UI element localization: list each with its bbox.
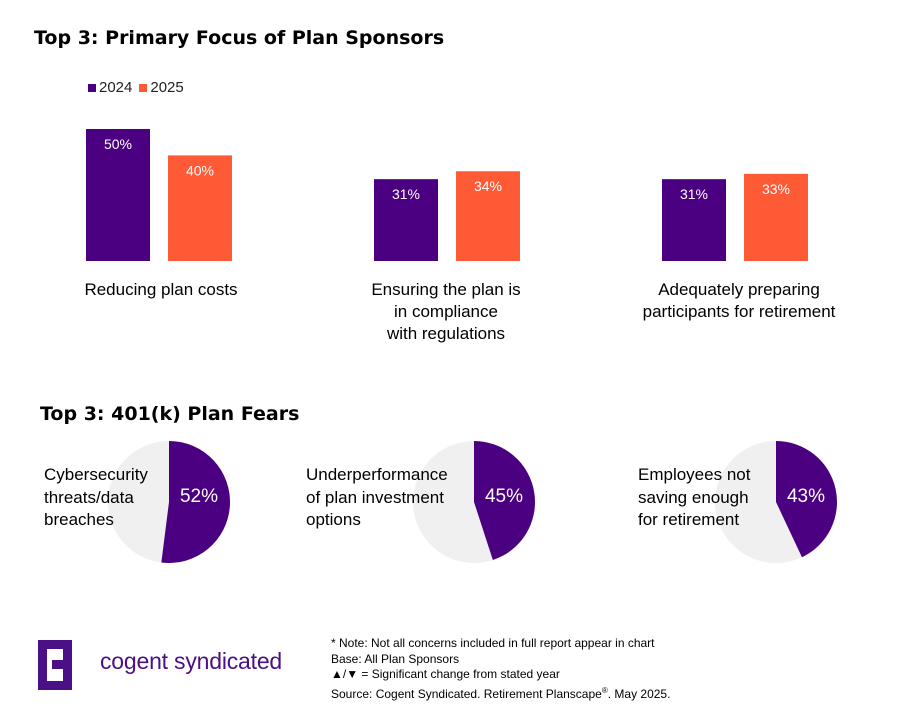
legend-label-2024: 2024 xyxy=(99,79,133,96)
category-label-2: Ensuring the plan is in compliance with re… xyxy=(306,279,586,345)
chart-legend: 2024 2025 xyxy=(88,79,191,96)
pie-value-slice xyxy=(474,441,535,561)
bar-value-label: 33% xyxy=(762,181,790,197)
bar-value-label: 34% xyxy=(474,178,502,194)
note-line-3: ▲/▼ = Significant change from stated yea… xyxy=(331,667,560,681)
note-registered-mark: ® xyxy=(601,685,608,695)
bar-2025-cat3 xyxy=(744,173,808,261)
pie-value-label: 52% xyxy=(180,486,218,507)
plan-fears-title: Top 3: 401(k) Plan Fears xyxy=(40,403,300,425)
bar-chart: 50% 31% 31% 40% 34% 33% xyxy=(86,129,808,261)
footnotes: * Note: Not all concerns included in ful… xyxy=(331,636,670,702)
note-source: Source: Cogent Syndicated. Retirement Pl… xyxy=(331,686,602,701)
fear-label-line: for retirement xyxy=(638,510,740,529)
fear-label-line: Employees not xyxy=(638,465,751,484)
bar-2024-cat2 xyxy=(374,179,438,261)
cogent-logo-icon xyxy=(38,640,72,690)
pie-value-label: 45% xyxy=(485,486,523,507)
fear-label-line: of plan investment xyxy=(306,487,444,507)
pie-chart-1: 52% xyxy=(108,441,231,563)
bar-value-label: 40% xyxy=(186,162,214,178)
fear-label-line: threats/data xyxy=(44,487,134,507)
bar-2024-cat3 xyxy=(662,179,726,261)
logo-text: cogent syndicated xyxy=(100,648,283,674)
fear-label-3: Employees not saving enough for retirement xyxy=(638,464,750,532)
fear-label-line: saving enough xyxy=(638,487,749,507)
category-label-1: Reducing plan costs xyxy=(21,279,301,301)
category-label-3: Adequately preparing participants for ret… xyxy=(599,279,879,323)
bar-value-label: 31% xyxy=(392,186,420,202)
category-label-line: Ensuring the plan is xyxy=(371,280,521,299)
legend-item-2025: 2025 xyxy=(139,79,184,96)
category-label-line: participants for retirement xyxy=(642,302,836,321)
legend-swatch-2025 xyxy=(139,83,148,92)
primary-focus-title: Top 3: Primary Focus of Plan Sponsors xyxy=(34,27,445,49)
fear-label-line: breaches xyxy=(44,510,114,529)
note-date: . May 2025. xyxy=(607,686,671,701)
category-label-line: Reducing plan costs xyxy=(84,280,238,299)
pie-chart-2: 45% xyxy=(413,441,535,563)
note-line-1: * Note: Not all concerns included in ful… xyxy=(331,636,655,650)
fear-label-line: options xyxy=(306,510,361,529)
category-label-line: Adequately preparing xyxy=(658,280,820,299)
pie-value-slice xyxy=(161,441,231,563)
pie-value-slice xyxy=(776,441,837,558)
fear-label-2: Underperformance of plan investment option… xyxy=(306,464,448,532)
bar-value-label: 31% xyxy=(680,186,708,202)
bar-2025-cat1 xyxy=(168,155,232,261)
legend-swatch-2024 xyxy=(88,83,96,92)
legend-item-2024: 2024 xyxy=(88,79,132,96)
fear-label-line: Cybersecurity xyxy=(44,465,148,484)
bar-2025-cat2 xyxy=(456,171,520,261)
fear-label-line: Underperformance xyxy=(306,465,448,484)
note-line-4: Source: Cogent Syndicated. Retirement Pl… xyxy=(331,683,670,703)
bar-value-label: 50% xyxy=(104,136,132,152)
fear-label-1: Cybersecurity threats/data breaches xyxy=(44,464,148,532)
note-line-2: Base: All Plan Sponsors xyxy=(331,651,460,666)
pie-chart-3: 43% xyxy=(715,441,837,563)
bar-2024-cat1 xyxy=(86,129,150,261)
pie-value-label: 43% xyxy=(787,486,825,507)
category-label-line: in compliance xyxy=(394,302,498,321)
category-label-line: with regulations xyxy=(386,324,506,343)
legend-label-2025: 2025 xyxy=(150,79,184,96)
